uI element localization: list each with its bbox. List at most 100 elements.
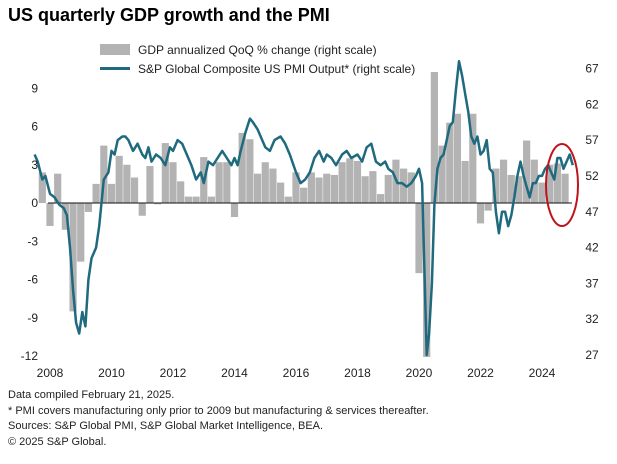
gdp-bar [438, 145, 446, 204]
gdp-bar [253, 173, 262, 203]
legend-item-gdp: GDP annualized QoQ % change (right scale… [100, 40, 415, 59]
gdp-bar [292, 172, 300, 203]
gdp-bar [330, 174, 339, 203]
right-tick-label: 47 [585, 205, 599, 219]
gdp-bar [184, 196, 192, 204]
gdp-bar [54, 173, 62, 203]
gdp-bar [123, 164, 131, 203]
gdp-bar [507, 174, 515, 203]
gdp-bar [261, 162, 269, 203]
left-axis: 9 6 3 0 -3 -6 -9 -12 [21, 81, 39, 363]
gdp-bars [38, 72, 569, 357]
gdp-bar [423, 203, 431, 357]
legend-swatch-pmi [100, 67, 130, 70]
gdp-bar [415, 203, 423, 274]
gdp-bar [130, 177, 139, 203]
gdp-bar [407, 172, 415, 203]
x-tick-label: 2024 [529, 366, 556, 380]
gdp-bar [84, 203, 93, 212]
gdp-bar [553, 163, 561, 203]
gdp-bar [546, 164, 554, 203]
chart-title: US quarterly GDP growth and the PMI [8, 5, 330, 25]
gdp-bar [353, 160, 362, 203]
gdp-bar [223, 162, 231, 203]
gdp-bar [246, 139, 254, 203]
gdp-bar [515, 176, 523, 203]
left-tick-label: 6 [31, 120, 38, 134]
gdp-bar [446, 122, 454, 203]
pmi-line-group [33, 60, 575, 357]
gdp-bar [538, 182, 546, 203]
left-tick-label: -3 [27, 234, 38, 248]
gdp-bar [384, 174, 392, 203]
gdp-bar [492, 168, 500, 203]
gdp-bar [376, 194, 385, 203]
gdp-bar [307, 172, 315, 203]
note-pmi-coverage: * PMI covers manufacturing only prior to… [8, 404, 429, 417]
x-tick-label: 2020 [406, 366, 433, 380]
note-sources: Sources: S&P Global PMI, S&P Global Mark… [8, 420, 324, 432]
left-tick-label: -6 [27, 273, 38, 287]
gdp-bar [177, 181, 185, 203]
gdp-bar [107, 183, 116, 204]
gdp-bar [269, 168, 277, 203]
x-tick-label: 2012 [160, 366, 187, 380]
gdp-bar [561, 173, 569, 203]
legend-label-pmi: S&P Global Composite US PMI Output* (rig… [138, 61, 416, 76]
x-tick-label: 2008 [37, 366, 64, 380]
gdp-bar [115, 155, 123, 203]
right-tick-label: 62 [585, 97, 599, 111]
gdp-bar [69, 203, 77, 312]
x-tick-label: 2022 [467, 366, 494, 380]
gdp-bar [277, 182, 285, 203]
legend-swatch-gdp [100, 44, 130, 55]
right-tick-label: 67 [585, 62, 599, 76]
gdp-bar [338, 162, 346, 203]
gdp-bar [92, 183, 100, 204]
right-axis: 67 62 57 52 47 42 37 32 27 [585, 62, 599, 363]
right-tick-label: 52 [585, 169, 599, 183]
note-copyright: © 2025 S&P Global. [8, 435, 107, 448]
gdp-bar [100, 145, 108, 204]
gdp-bar [476, 203, 485, 224]
note-date: Data compiled February 21, 2025. [8, 389, 175, 401]
pmi-line [33, 60, 575, 357]
gdp-bar [430, 72, 438, 203]
x-tick-label: 2016 [283, 366, 310, 380]
legend-item-pmi: S&P Global Composite US PMI Output* (rig… [100, 59, 415, 78]
gdp-bar [161, 143, 169, 203]
gdp-bar [346, 158, 354, 204]
gdp-bar [215, 162, 223, 203]
x-tick-label: 2014 [221, 366, 248, 380]
gdp-bar [300, 187, 308, 203]
gdp-bar [207, 196, 216, 204]
gdp-bar [61, 203, 69, 230]
x-tick-label: 2018 [344, 366, 371, 380]
gdp-bar [315, 177, 323, 203]
right-tick-label: 37 [585, 276, 599, 290]
right-tick-label: 42 [585, 241, 599, 255]
gdp-bar [154, 203, 162, 205]
right-tick-label: 32 [585, 312, 599, 326]
highlight-ellipse [545, 143, 579, 227]
right-tick-label: 57 [585, 133, 599, 147]
gdp-bar [369, 171, 377, 204]
gdp-bar [484, 203, 492, 211]
x-tick-label: 2010 [98, 366, 125, 380]
left-tick-label: 0 [31, 196, 38, 210]
left-tick-label: -12 [21, 349, 39, 363]
gdp-bar [146, 166, 154, 203]
gdp-bar [38, 172, 46, 203]
gdp-bar [461, 160, 469, 203]
gdp-bar [499, 159, 508, 203]
gdp-bar [523, 140, 531, 203]
gdp-bar [46, 203, 54, 226]
gdp-bar [77, 203, 85, 262]
gdp-bar [284, 196, 292, 204]
gdp-bar [138, 203, 146, 216]
gdp-bar [169, 162, 177, 203]
footnotes: Data compiled February 21, 2025. * PMI c… [8, 388, 429, 450]
gdp-bar [230, 203, 239, 218]
left-tick-label: -9 [27, 311, 38, 325]
